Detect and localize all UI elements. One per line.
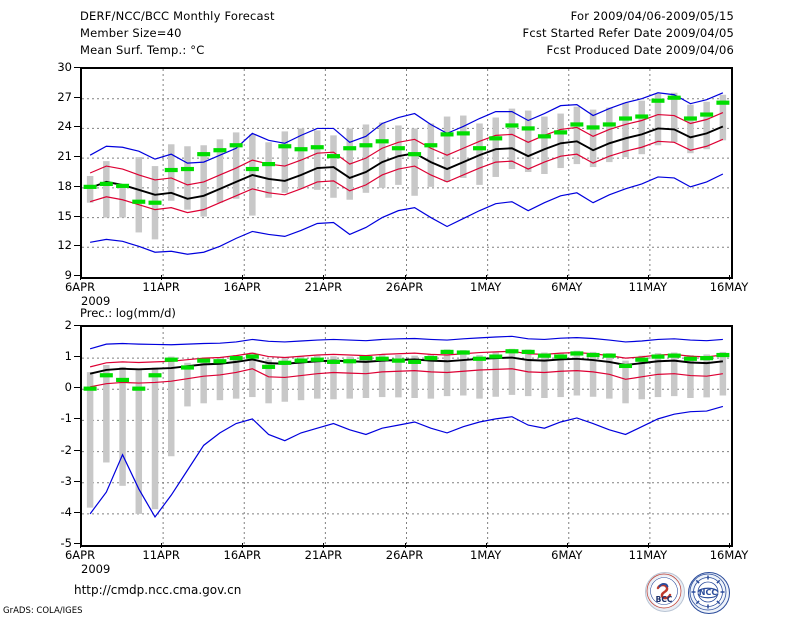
y-axis-tick-label: -4 — [60, 504, 72, 519]
x-axis-tick-label: 26APR — [385, 548, 424, 562]
y-axis-tick-label: 18 — [57, 178, 72, 193]
x-axis-tick-label: 6APR — [64, 548, 96, 562]
temperature-panel-title: Mean Surf. Temp.: °C — [80, 43, 205, 57]
y-axis-tick-mark — [74, 96, 80, 98]
x-axis-tick-mark — [80, 275, 81, 280]
precipitation-panel-title: Prec.: log(mm/d) — [80, 306, 176, 320]
x-axis-tick-mark — [404, 275, 406, 280]
x-axis-tick-label: 1MAY — [470, 280, 502, 294]
precipitation-plot — [80, 325, 733, 547]
y-axis-tick-label: 24 — [57, 119, 72, 134]
y-axis-tick-mark — [74, 480, 80, 482]
y-axis-tick-mark — [74, 418, 80, 420]
y-axis-tick-label: 9 — [64, 268, 72, 282]
y-axis-tick-mark — [74, 275, 80, 276]
x-axis-tick-mark — [161, 275, 163, 280]
y-axis-tick-label: 12 — [57, 238, 72, 253]
forecast-start-date: Fcst Started Refer Date 2009/04/05 — [522, 26, 734, 40]
x-axis-tick-label: 21APR — [304, 280, 343, 294]
y-axis-tick-mark — [74, 215, 80, 217]
x-axis-tick-mark — [242, 275, 244, 280]
forecast-produced-date: Fcst Produced Date 2009/04/06 — [546, 43, 734, 57]
y-axis-tick-mark — [74, 543, 80, 544]
x-axis-tick-mark — [485, 543, 487, 548]
y-axis-tick-label: 15 — [57, 208, 72, 223]
source-url[interactable]: http://cmdp.ncc.cma.gov.cn — [74, 583, 242, 597]
x-axis-tick-mark — [729, 543, 730, 548]
y-axis-tick-label: -1 — [60, 411, 72, 426]
x-axis-tick-mark — [242, 543, 244, 548]
y-axis-tick-label: -2 — [60, 442, 72, 457]
temperature-plot — [80, 67, 733, 279]
y-axis-tick-mark — [74, 356, 80, 358]
x-axis-tick-mark — [161, 543, 163, 548]
x-axis-tick-label: 21APR — [304, 548, 343, 562]
y-axis-tick-label: 30 — [57, 60, 72, 74]
y-axis-tick-label: 27 — [57, 89, 72, 104]
x-axis-year-label: 2009 — [81, 562, 111, 576]
y-axis-tick-mark — [74, 245, 80, 247]
x-axis-tick-mark — [404, 543, 406, 548]
forecast-period: For 2009/04/06-2009/05/15 — [570, 9, 734, 23]
x-axis-tick-label: 11MAY — [628, 280, 668, 294]
x-axis-tick-mark — [647, 275, 649, 280]
x-axis-tick-label: 6MAY — [551, 548, 583, 562]
y-axis-tick-mark — [74, 156, 80, 158]
x-axis-tick-label: 6MAY — [551, 280, 583, 294]
y-axis-tick-mark — [74, 325, 80, 326]
x-axis-tick-label: 26APR — [385, 280, 424, 294]
x-axis-tick-mark — [647, 543, 649, 548]
y-axis-tick-label: 0 — [64, 380, 72, 395]
x-axis-tick-label: 16APR — [223, 548, 261, 562]
y-axis-tick-mark — [74, 126, 80, 128]
grads-credit: GrADS: COLA/IGES — [3, 606, 83, 616]
y-axis-tick-label: 2 — [64, 318, 72, 332]
x-axis-tick-label: 11APR — [142, 280, 180, 294]
x-axis-tick-label: 6APR — [64, 280, 96, 294]
y-axis-tick-mark — [74, 185, 80, 187]
y-axis-tick-label: -5 — [60, 536, 72, 550]
x-axis-tick-mark — [485, 275, 487, 280]
y-axis-tick-mark — [74, 387, 80, 389]
x-axis-tick-mark — [566, 275, 568, 280]
x-axis-tick-label: 16APR — [223, 280, 261, 294]
y-axis-tick-label: 1 — [64, 349, 72, 364]
y-axis-tick-mark — [74, 511, 80, 513]
x-axis-tick-mark — [729, 275, 730, 280]
bcc-logo: BCC — [645, 572, 685, 612]
x-axis-tick-label: 11APR — [142, 548, 180, 562]
x-axis-tick-mark — [566, 543, 568, 548]
x-axis-tick-label: 16MAY — [709, 280, 749, 294]
x-axis-tick-mark — [80, 543, 81, 548]
member-size-label: Member Size=40 — [80, 26, 182, 40]
ncc-logo: NCC — [688, 572, 730, 614]
y-axis-tick-mark — [74, 67, 80, 68]
y-axis-tick-label: -3 — [60, 473, 72, 488]
x-axis-year-label: 2009 — [81, 294, 111, 308]
svg-text:BCC: BCC — [656, 595, 673, 604]
y-axis-tick-label: 21 — [57, 149, 72, 164]
x-axis-tick-mark — [323, 543, 325, 548]
forecast-title: DERF/NCC/BCC Monthly Forecast — [80, 9, 275, 23]
x-axis-tick-mark — [323, 275, 325, 280]
x-axis-tick-label: 1MAY — [470, 548, 502, 562]
svg-text:NCC: NCC — [699, 588, 718, 597]
y-axis-tick-mark — [74, 449, 80, 451]
x-axis-tick-label: 11MAY — [628, 548, 668, 562]
x-axis-tick-label: 16MAY — [709, 548, 749, 562]
